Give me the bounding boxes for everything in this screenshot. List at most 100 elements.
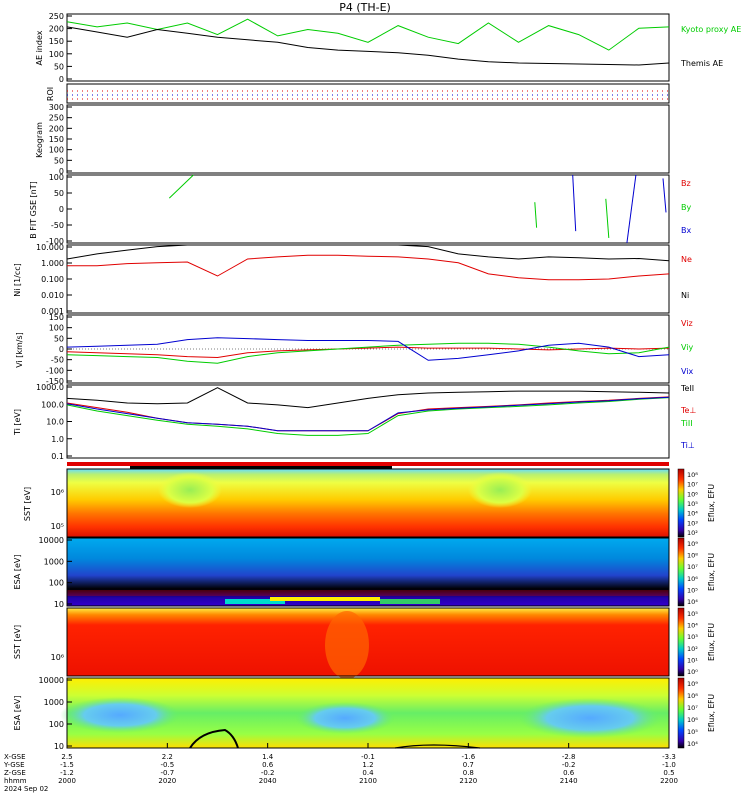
time-axis-value-4-0: -1.6 xyxy=(461,753,475,761)
keogram-ytick-0: 300 xyxy=(49,103,64,112)
colorbar-3-tick-4: 10¹ xyxy=(687,656,698,664)
ae-panel-frame xyxy=(66,13,670,82)
esa2-ytick-0: 10000 xyxy=(39,676,64,685)
b-segment-by-0 xyxy=(168,174,194,199)
ae-ytick-0: 250 xyxy=(49,12,64,21)
esa2-ytick-1: 1000 xyxy=(44,698,64,707)
time-axis-value-2-1: 0.6 xyxy=(262,761,274,769)
time-axis-value-5-0: -2.8 xyxy=(562,753,576,761)
colorbar-4-tick-3: 10⁶ xyxy=(687,716,698,724)
ae-lines xyxy=(66,18,670,66)
ae-series-kyoto-proxy-ae xyxy=(66,18,670,51)
b-ytick-3: -50 xyxy=(51,221,64,230)
esa2-blob-2 xyxy=(295,702,395,734)
ae-ytick-5: 0 xyxy=(59,75,64,84)
time-axis-value-3-1: 1.2 xyxy=(362,761,373,769)
colorbar-3-label: Eflux, EFU xyxy=(707,623,716,661)
legend-bz: Bz xyxy=(681,179,691,188)
temperature-ytick-0: 1000.0 xyxy=(36,383,64,392)
density-ytick-1: 1.000 xyxy=(41,259,64,268)
time-axis-value-5-2: 0.6 xyxy=(563,769,575,777)
velocity-ylabel: Vi [km/s] xyxy=(15,332,24,368)
b-ytick-0: 100 xyxy=(49,173,64,182)
density-series-ne xyxy=(67,254,670,281)
sst1-ytick-1: 10⁵ xyxy=(51,522,64,531)
colorbar-3-tick-1: 10⁴ xyxy=(687,622,698,630)
colorbar-1-label: Eflux, EFU xyxy=(707,484,716,522)
velocity-ytick-2: 50 xyxy=(54,334,64,343)
colorbar-2 xyxy=(677,537,685,607)
esa2-blob-1 xyxy=(60,697,180,733)
colorbar-3-tick-2: 10³ xyxy=(687,633,698,641)
colorbar-1 xyxy=(677,468,685,538)
legend-te-par: TeII xyxy=(680,384,694,393)
keogram-ytick-1: 250 xyxy=(49,114,64,123)
legend-vix: Vix xyxy=(681,367,694,376)
time-axis-value-5-3: 2140 xyxy=(560,777,578,785)
esa1-ylabel: ESA [eV] xyxy=(13,555,22,590)
time-axis-value-0-0: 2.5 xyxy=(61,753,72,761)
colorbar-4-tick-2: 10⁷ xyxy=(687,704,698,712)
temperature-ylabel: Ti [eV] xyxy=(13,409,22,436)
keogram-ytick-3: 150 xyxy=(49,135,64,144)
b-panel-frame xyxy=(66,174,670,244)
esa1-yticks: 10000 1000 100 10 xyxy=(39,536,72,609)
colorbar-2-label: Eflux, EFU xyxy=(707,553,716,591)
velocity-ytick-1: 100 xyxy=(49,324,64,333)
density-ytick-2: 0.100 xyxy=(41,275,64,284)
colorbar-4 xyxy=(677,677,685,749)
time-axis-value-1-1: -0.5 xyxy=(160,761,174,769)
sst2-plume xyxy=(325,611,369,679)
legend-themis-ae: Themis AE xyxy=(680,59,723,68)
colorbar-1-tick-4: 10⁴ xyxy=(687,510,698,518)
sst1-frame xyxy=(66,468,670,538)
temperature-ytick-2: 10.0 xyxy=(46,418,64,427)
legend-te-perp: Te⊥ xyxy=(680,406,696,415)
esa-spectrogram-1: ESA [eV] 10000 1000 100 10 xyxy=(13,536,670,609)
temperature-ytick-3: 1.0 xyxy=(51,435,64,444)
time-axis-value-0-2: -1.2 xyxy=(60,769,74,777)
colorbar-1-tick-2: 10⁶ xyxy=(687,490,698,498)
b-ytick-2: 0 xyxy=(59,205,64,214)
time-axis-value-6-1: -1.0 xyxy=(662,761,676,769)
temperature-series-tiii xyxy=(66,397,670,436)
velocity-ytick-5: -100 xyxy=(46,366,64,375)
sst-spectrogram-1: SST [eV] 10⁶ 10⁵ xyxy=(23,468,670,538)
colorbar-3-tick-3: 10² xyxy=(687,645,698,653)
colorbar-4-tick-5: 10⁴ xyxy=(687,740,698,748)
temperature-series-teii xyxy=(66,387,670,409)
time-axis-row-label-0: X-GSE xyxy=(4,753,26,761)
temperature-panel-frame xyxy=(66,384,670,459)
legend-viz: Viz xyxy=(681,319,693,328)
time-axis-value-5-1: -0.2 xyxy=(562,761,576,769)
colorbar-4-tick-4: 10⁵ xyxy=(687,728,698,736)
ae-ylabel: AE index xyxy=(35,30,44,65)
colorbar-2-tick-4: 10⁵ xyxy=(687,586,698,594)
colorbar-1-tick-0: 10⁸ xyxy=(687,471,698,479)
colorbar-2-tick-1: 10⁸ xyxy=(687,552,698,560)
time-axis-value-4-1: 0.7 xyxy=(463,761,474,769)
colorbar-2-tick-5: 10⁴ xyxy=(687,598,698,606)
time-axis-value-2-3: 2040 xyxy=(259,777,277,785)
b-segment-by-2 xyxy=(605,198,610,238)
esa1-ytick-0: 10000 xyxy=(39,536,64,545)
ae-ytick-4: 50 xyxy=(54,62,64,71)
colorbar-2-tick-3: 10⁶ xyxy=(687,575,698,583)
time-axis-row-label-2: Z-GSE xyxy=(4,769,26,777)
sst1-ylabel: SST [eV] xyxy=(23,487,32,521)
colorbar-3-tick-0: 10⁵ xyxy=(687,610,698,618)
esa1-ytick-3: 10 xyxy=(54,600,64,609)
legend-viy: Viy xyxy=(681,343,694,352)
esa1-ytick-2: 100 xyxy=(49,579,64,588)
legend-ni: Ni xyxy=(681,291,689,300)
sst1-background xyxy=(67,469,669,537)
keogram-ytick-4: 100 xyxy=(49,146,64,155)
time-axis-value-3-0: -0.1 xyxy=(361,753,375,761)
b-segment-bx-0 xyxy=(572,174,577,232)
esa2-blob-3 xyxy=(518,698,662,738)
density-ytick-3: 0.010 xyxy=(41,291,64,300)
